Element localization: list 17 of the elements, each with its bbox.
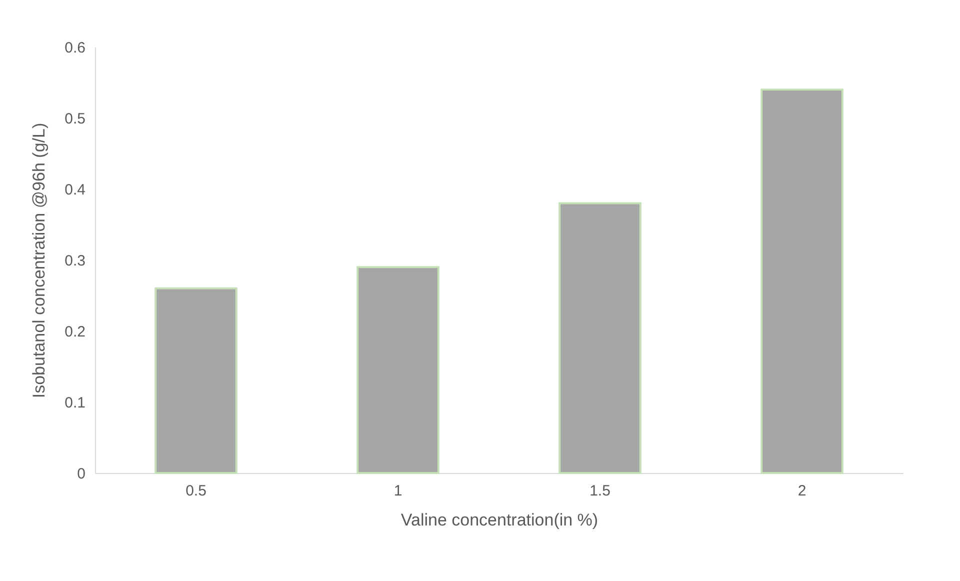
x-tick-label: 1.5 (590, 482, 610, 500)
y-tick-label: 0.6 (64, 40, 86, 56)
y-tick-label: 0.2 (64, 324, 86, 340)
bar (356, 266, 440, 474)
y-tick-label: 0 (77, 466, 86, 482)
x-tick-label: 0.5 (186, 482, 206, 500)
y-tick-label: 0.4 (64, 182, 86, 198)
x-tick-label: 1 (394, 482, 402, 500)
bar (760, 88, 844, 474)
y-tick-label: 0.5 (64, 110, 86, 128)
x-tick-label: 2 (798, 482, 806, 500)
bar (154, 287, 238, 474)
bar (558, 202, 642, 474)
y-tick-label: 0.3 (64, 252, 86, 270)
y-tick-label: 0.1 (64, 394, 86, 412)
y-axis-title: Isobutanol concentration @96h (g/L) (30, 122, 49, 398)
x-axis-title: Valine concentration(in %) (400, 510, 598, 530)
